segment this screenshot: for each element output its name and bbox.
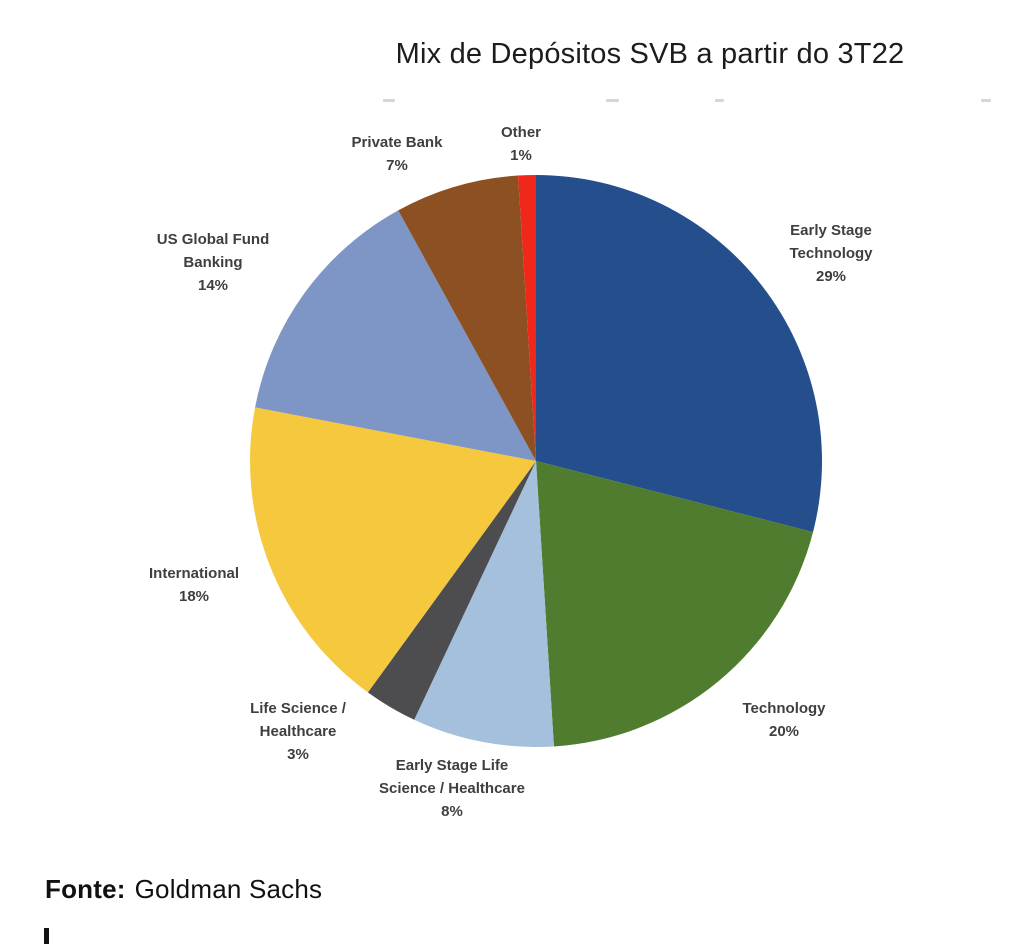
- artifact-dash: [981, 99, 991, 102]
- pie-slice-us-global-fund-banking: [255, 210, 536, 461]
- chart-title: Mix de Depósitos SVB a partir do 3T22: [395, 38, 905, 70]
- pie-slice-private-bank: [398, 175, 536, 461]
- slice-label-private-bank: Private Bank 7%: [351, 134, 443, 174]
- slice-label-life-science-healthcare: Life Science / Healthcare 3%: [250, 700, 346, 763]
- slice-label-international: International 18%: [148, 565, 240, 605]
- slice-label-us-global-fund-banking: US Global Fund Banking 14%: [156, 231, 270, 294]
- slice-label-technology: Technology 20%: [742, 700, 826, 740]
- source-line: Fonte: Goldman Sachs: [45, 874, 322, 905]
- pie-slice-technology: [536, 461, 814, 747]
- pie-slice-international: [250, 407, 536, 693]
- pie-slice-early-stage-life-science-healthcare: [414, 461, 554, 748]
- slice-label-early-stage-technology: Early Stage Technology 29%: [789, 222, 873, 285]
- artifact-dash: [606, 99, 619, 102]
- source-label: Fonte:: [45, 874, 126, 904]
- pie-slice-other: [518, 174, 536, 461]
- pie-slice-early-stage-technology: [536, 175, 822, 533]
- slice-label-other: Other 1%: [500, 124, 542, 164]
- slice-label-early-stage-life-science-healthcare: Early Stage Life Science / Healthcare 8%: [379, 757, 525, 820]
- pie-slice-life-science-healthcare: [367, 461, 536, 720]
- artifact-dash: [715, 99, 724, 102]
- source-text: Goldman Sachs: [134, 874, 323, 904]
- artifact-dash: [383, 99, 395, 102]
- text-cursor: [44, 928, 49, 944]
